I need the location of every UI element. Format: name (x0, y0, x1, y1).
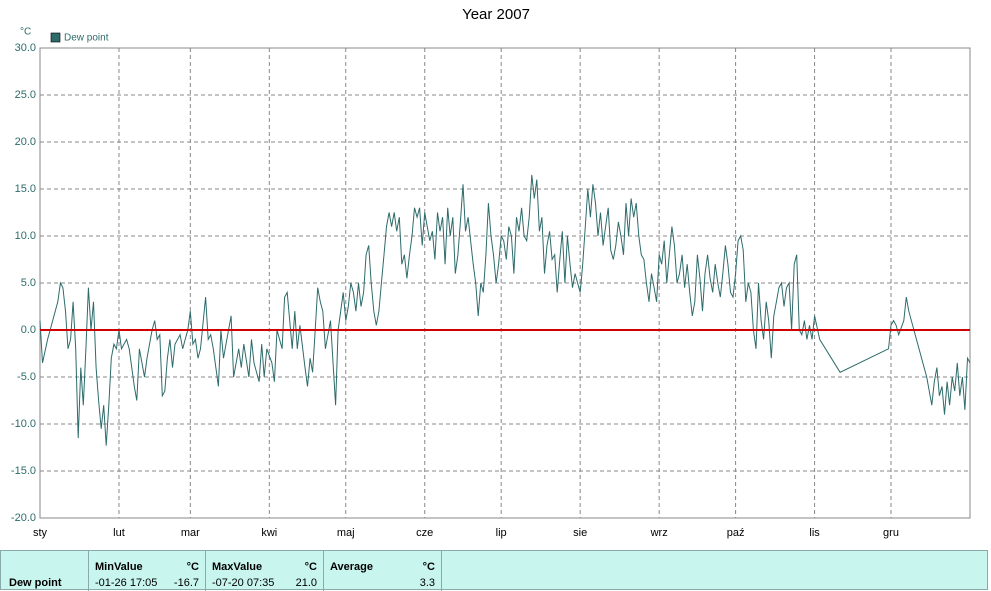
column-unit: °C (186, 561, 199, 573)
y-tick-label: 5.0 (21, 277, 36, 289)
x-tick-label: sty (33, 527, 48, 539)
y-tick-label: -5.0 (17, 371, 36, 383)
stat-value: 3.3 (419, 577, 435, 589)
chart: Year 2007 °C -20.0 -15.0 -10.0 -5.0 0.0 5.0 10… (11, 6, 971, 539)
column-unit: °C (422, 561, 435, 573)
y-tick-label: -20.0 (11, 512, 36, 524)
stat-value: 21.0 (295, 577, 317, 589)
stat-value: -16.7 (173, 577, 199, 589)
x-tick-label: cze (416, 527, 433, 539)
x-tick-label: mar (181, 527, 200, 539)
x-tick-label: sie (573, 527, 587, 539)
y-tick-label: 30.0 (15, 42, 36, 54)
y-tick-label: 0.0 (21, 324, 36, 336)
x-tick-label: lis (809, 527, 820, 539)
row-label: Dew point (9, 577, 62, 589)
y-tick-label: -10.0 (11, 418, 36, 430)
x-tick-label: lip (496, 527, 507, 539)
min-max-time: -01-26 17:05 (95, 577, 158, 589)
x-tick-label: maj (337, 527, 355, 539)
y-tick-label: 25.0 (15, 89, 36, 101)
stats-column: MinValue °C -01-26 17:05 -16.7 (89, 551, 206, 591)
row-header: Dew point (1, 551, 89, 591)
y-tick-label: 20.0 (15, 136, 36, 148)
x-tick-label: wrz (650, 527, 668, 539)
min-max-time: -07-20 07:35 (212, 577, 275, 589)
column-title: Average (330, 561, 374, 573)
y-unit: °C (20, 27, 31, 38)
chart-title: Year 2007 (462, 6, 530, 23)
stats-column: MaxValue °C -07-20 07:35 21.0 (206, 551, 324, 591)
x-tick-label: kwi (261, 527, 277, 539)
column-title: MaxValue (212, 561, 263, 573)
y-tick-label: -15.0 (11, 465, 36, 477)
column-unit: °C (304, 561, 317, 573)
stats-column: Average °C 3.3 (324, 551, 442, 591)
legend-label: Dew point (64, 33, 109, 44)
x-tick-label: gru (883, 527, 899, 539)
legend-swatch (50, 32, 61, 43)
stats-table: Dew point MinValue °C -01-26 17:05 -16.7 Max… (0, 550, 988, 591)
y-tick-label: 15.0 (15, 183, 36, 195)
x-tick-label: paź (727, 527, 745, 539)
x-tick-label: lut (113, 527, 125, 539)
column-title: MinValue (95, 561, 143, 573)
y-tick-label: 10.0 (15, 230, 36, 242)
